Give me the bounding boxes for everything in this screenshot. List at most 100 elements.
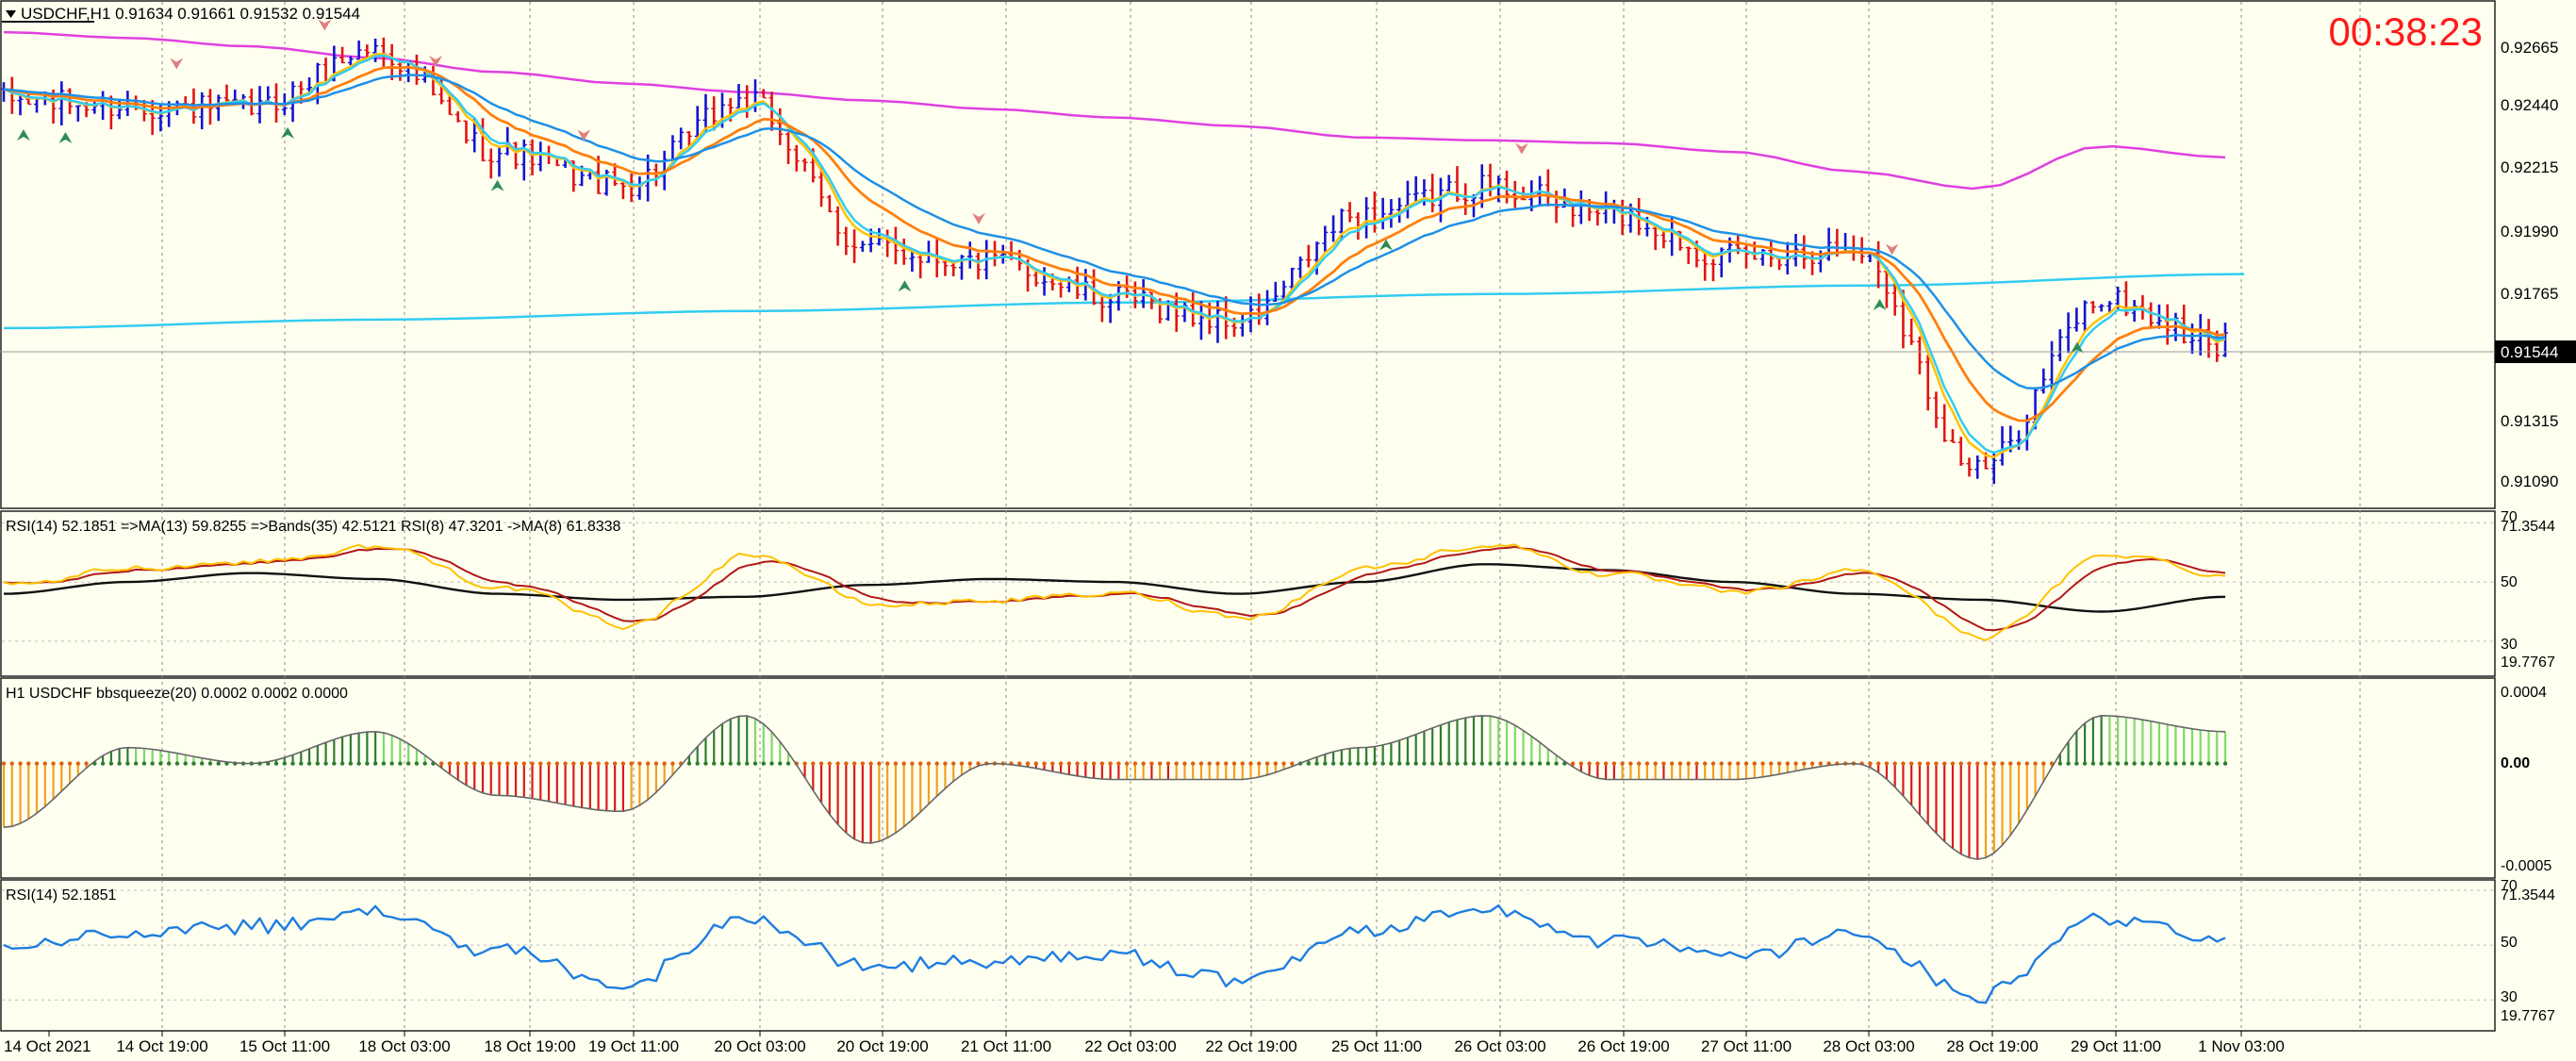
squeeze-dot	[2206, 761, 2211, 766]
buy-signal-arrow-icon	[16, 129, 30, 141]
time-label: 25 Oct 11:00	[1331, 1037, 1422, 1055]
squeeze-dot	[273, 761, 279, 766]
squeeze-dot	[1463, 761, 1468, 766]
squeeze-dot	[1743, 761, 1749, 766]
time-label: 20 Oct 03:00	[714, 1037, 805, 1055]
time-label: 20 Oct 19:00	[836, 1037, 928, 1055]
squeeze-dot	[1686, 761, 1691, 766]
squeeze-dot	[1488, 761, 1493, 766]
time-label: 22 Oct 19:00	[1205, 1037, 1296, 1055]
squeeze-dot	[1479, 761, 1484, 766]
squeeze-dot	[2198, 761, 2203, 766]
squeeze-dot	[884, 761, 890, 766]
squeeze-dot	[438, 761, 444, 766]
squeeze-dot	[1042, 761, 1047, 766]
rsi-indicator-plot[interactable]	[3, 543, 2226, 641]
squeeze-dot	[18, 761, 23, 766]
squeeze-dot	[1908, 761, 1914, 766]
squeeze-dot	[645, 761, 651, 766]
squeeze-dot	[538, 761, 543, 766]
squeeze-dot	[1182, 761, 1187, 766]
rsi2-tick: 70	[2501, 878, 2518, 894]
squeeze-dot	[455, 761, 460, 766]
time-label: 28 Oct 03:00	[1823, 1037, 1914, 1055]
squeeze-dot	[901, 761, 906, 766]
squeeze-dot	[1025, 761, 1031, 766]
squeeze-dot	[1281, 761, 1286, 766]
squeeze-dot	[59, 761, 64, 766]
squeeze-dot	[1033, 761, 1038, 766]
squeeze-dot	[811, 761, 816, 766]
time-label: 26 Oct 03:00	[1454, 1037, 1545, 1055]
squeeze-dot	[1603, 761, 1609, 766]
squeeze-dot	[1455, 761, 1460, 766]
squeeze-dot	[1925, 761, 1930, 766]
squeeze-dot	[1091, 761, 1097, 766]
squeeze-dot	[1224, 761, 1229, 766]
squeeze-dot	[1339, 761, 1345, 766]
squeeze-dot	[1132, 761, 1138, 766]
rsi2-plot[interactable]	[3, 904, 2226, 1004]
sell-signal-arrow-icon	[429, 56, 443, 68]
squeeze-dot	[1901, 761, 1906, 766]
squeeze-dot	[166, 761, 172, 766]
squeeze-dot	[1793, 761, 1798, 766]
squeeze-dot	[2165, 761, 2170, 766]
time-label: 19 Oct 11:00	[588, 1037, 679, 1055]
sell-signal-arrow-icon	[577, 129, 591, 141]
squeeze-dot	[2057, 761, 2063, 766]
squeeze-dot	[1736, 761, 1741, 766]
squeeze-dot	[860, 761, 866, 766]
squeeze-dot	[736, 761, 741, 766]
squeeze-dot	[1703, 761, 1708, 766]
squeeze-dot	[1083, 761, 1088, 766]
squeeze-dot	[1661, 761, 1666, 766]
squeeze-dot	[405, 761, 411, 766]
squeeze-dot	[1380, 761, 1385, 766]
squeeze-dot	[612, 761, 618, 766]
squeeze-dot	[1719, 761, 1724, 766]
squeeze-dot	[1248, 761, 1253, 766]
squeeze-dot	[75, 761, 81, 766]
squeeze-dot	[670, 761, 675, 766]
squeeze-dot	[1578, 761, 1584, 766]
squeeze-dot	[1611, 761, 1617, 766]
squeeze-dot	[1124, 761, 1130, 766]
time-label: 27 Oct 11:00	[1701, 1037, 1792, 1055]
sell-signal-arrow-icon	[318, 19, 332, 31]
squeeze-dot	[1017, 761, 1022, 766]
price-plot[interactable]	[1, 19, 2245, 485]
squeeze-dot	[868, 761, 873, 766]
sell-signal-arrow-icon	[1885, 243, 1899, 256]
squeeze-dot	[1636, 761, 1642, 766]
squeeze-dot	[1066, 761, 1072, 766]
squeeze-dot	[1892, 761, 1897, 766]
squeeze-dot	[464, 761, 469, 766]
triangle-down-icon[interactable]	[6, 10, 16, 18]
squeeze-dot	[662, 761, 667, 766]
squeeze-dot	[1669, 761, 1675, 766]
squeeze-dot	[587, 761, 593, 766]
squeeze-dot	[513, 761, 519, 766]
squeeze-dot	[1967, 761, 1972, 766]
squeeze-dot	[1264, 761, 1270, 766]
squeeze-dot	[2107, 761, 2112, 766]
squeeze-dot	[2182, 761, 2187, 766]
squeeze-dot	[951, 761, 956, 766]
squeeze-dot	[1587, 761, 1592, 766]
squeeze-dot	[158, 761, 163, 766]
squeeze-dot	[398, 761, 403, 766]
squeeze-dot	[1356, 761, 1361, 766]
squeeze-dot	[745, 761, 750, 766]
squeeze-dot	[712, 761, 717, 766]
squeeze-dot	[1983, 761, 1989, 766]
squeeze-dot	[1347, 761, 1352, 766]
rsi2-tick: 50	[2501, 935, 2518, 951]
squeeze-dot	[976, 761, 981, 766]
squeeze-tick: -0.0005	[2501, 858, 2551, 874]
price-tick: 0.91090	[2501, 472, 2558, 490]
bbsqueeze-plot[interactable]	[1, 714, 2228, 860]
squeeze-dot	[1942, 761, 1947, 766]
squeeze-dot	[100, 761, 106, 766]
